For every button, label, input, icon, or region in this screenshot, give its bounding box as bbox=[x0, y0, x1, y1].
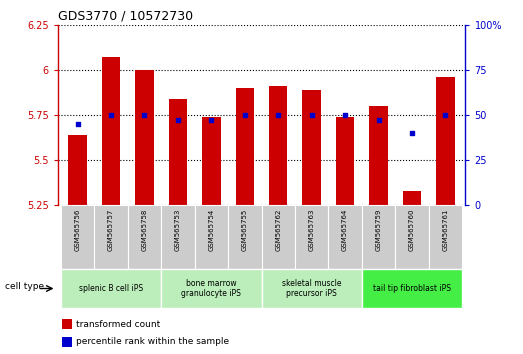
Bar bbox=[369, 106, 388, 205]
Bar bbox=[436, 77, 454, 205]
FancyBboxPatch shape bbox=[362, 205, 395, 269]
FancyBboxPatch shape bbox=[262, 205, 295, 269]
Text: splenic B cell iPS: splenic B cell iPS bbox=[79, 284, 143, 293]
Point bbox=[441, 112, 450, 118]
Text: percentile rank within the sample: percentile rank within the sample bbox=[76, 337, 229, 347]
Bar bbox=[336, 117, 354, 205]
Bar bbox=[169, 99, 187, 205]
Text: GSM565764: GSM565764 bbox=[342, 209, 348, 251]
Text: cell type: cell type bbox=[5, 282, 44, 291]
Text: GSM565762: GSM565762 bbox=[275, 209, 281, 251]
FancyBboxPatch shape bbox=[395, 205, 429, 269]
Bar bbox=[62, 319, 72, 329]
FancyBboxPatch shape bbox=[61, 205, 94, 269]
FancyBboxPatch shape bbox=[429, 205, 462, 269]
Text: GSM565754: GSM565754 bbox=[208, 209, 214, 251]
FancyBboxPatch shape bbox=[61, 269, 161, 308]
FancyBboxPatch shape bbox=[262, 269, 362, 308]
Text: bone marrow
granulocyte iPS: bone marrow granulocyte iPS bbox=[181, 279, 241, 298]
Point bbox=[140, 112, 149, 118]
Text: GSM565756: GSM565756 bbox=[75, 209, 81, 251]
Text: GDS3770 / 10572730: GDS3770 / 10572730 bbox=[58, 9, 192, 22]
Point bbox=[107, 112, 115, 118]
Point bbox=[241, 112, 249, 118]
Text: GSM565763: GSM565763 bbox=[309, 209, 315, 251]
Point bbox=[207, 118, 215, 123]
FancyBboxPatch shape bbox=[195, 205, 228, 269]
FancyBboxPatch shape bbox=[161, 269, 262, 308]
FancyBboxPatch shape bbox=[94, 205, 128, 269]
FancyBboxPatch shape bbox=[362, 269, 462, 308]
Text: GSM565758: GSM565758 bbox=[141, 209, 147, 251]
Point bbox=[73, 121, 82, 127]
Point bbox=[274, 112, 282, 118]
Bar bbox=[135, 70, 154, 205]
Text: GSM565757: GSM565757 bbox=[108, 209, 114, 251]
Text: GSM565761: GSM565761 bbox=[442, 209, 448, 251]
Bar bbox=[302, 90, 321, 205]
Bar bbox=[235, 88, 254, 205]
Bar bbox=[69, 135, 87, 205]
Text: tail tip fibroblast iPS: tail tip fibroblast iPS bbox=[373, 284, 451, 293]
Text: transformed count: transformed count bbox=[76, 320, 160, 329]
Point bbox=[374, 118, 383, 123]
Bar bbox=[62, 337, 72, 347]
Text: GSM565760: GSM565760 bbox=[409, 209, 415, 251]
FancyBboxPatch shape bbox=[328, 205, 362, 269]
FancyBboxPatch shape bbox=[161, 205, 195, 269]
Point bbox=[174, 118, 182, 123]
FancyBboxPatch shape bbox=[295, 205, 328, 269]
Text: GSM565755: GSM565755 bbox=[242, 209, 248, 251]
Bar bbox=[403, 191, 421, 205]
Bar bbox=[269, 86, 288, 205]
Text: GSM565753: GSM565753 bbox=[175, 209, 181, 251]
Bar bbox=[202, 117, 221, 205]
Point bbox=[408, 130, 416, 136]
FancyBboxPatch shape bbox=[228, 205, 262, 269]
Point bbox=[341, 112, 349, 118]
Text: skeletal muscle
precursor iPS: skeletal muscle precursor iPS bbox=[282, 279, 342, 298]
Text: GSM565759: GSM565759 bbox=[376, 209, 382, 251]
Bar bbox=[102, 57, 120, 205]
FancyBboxPatch shape bbox=[128, 205, 161, 269]
Point bbox=[308, 112, 316, 118]
